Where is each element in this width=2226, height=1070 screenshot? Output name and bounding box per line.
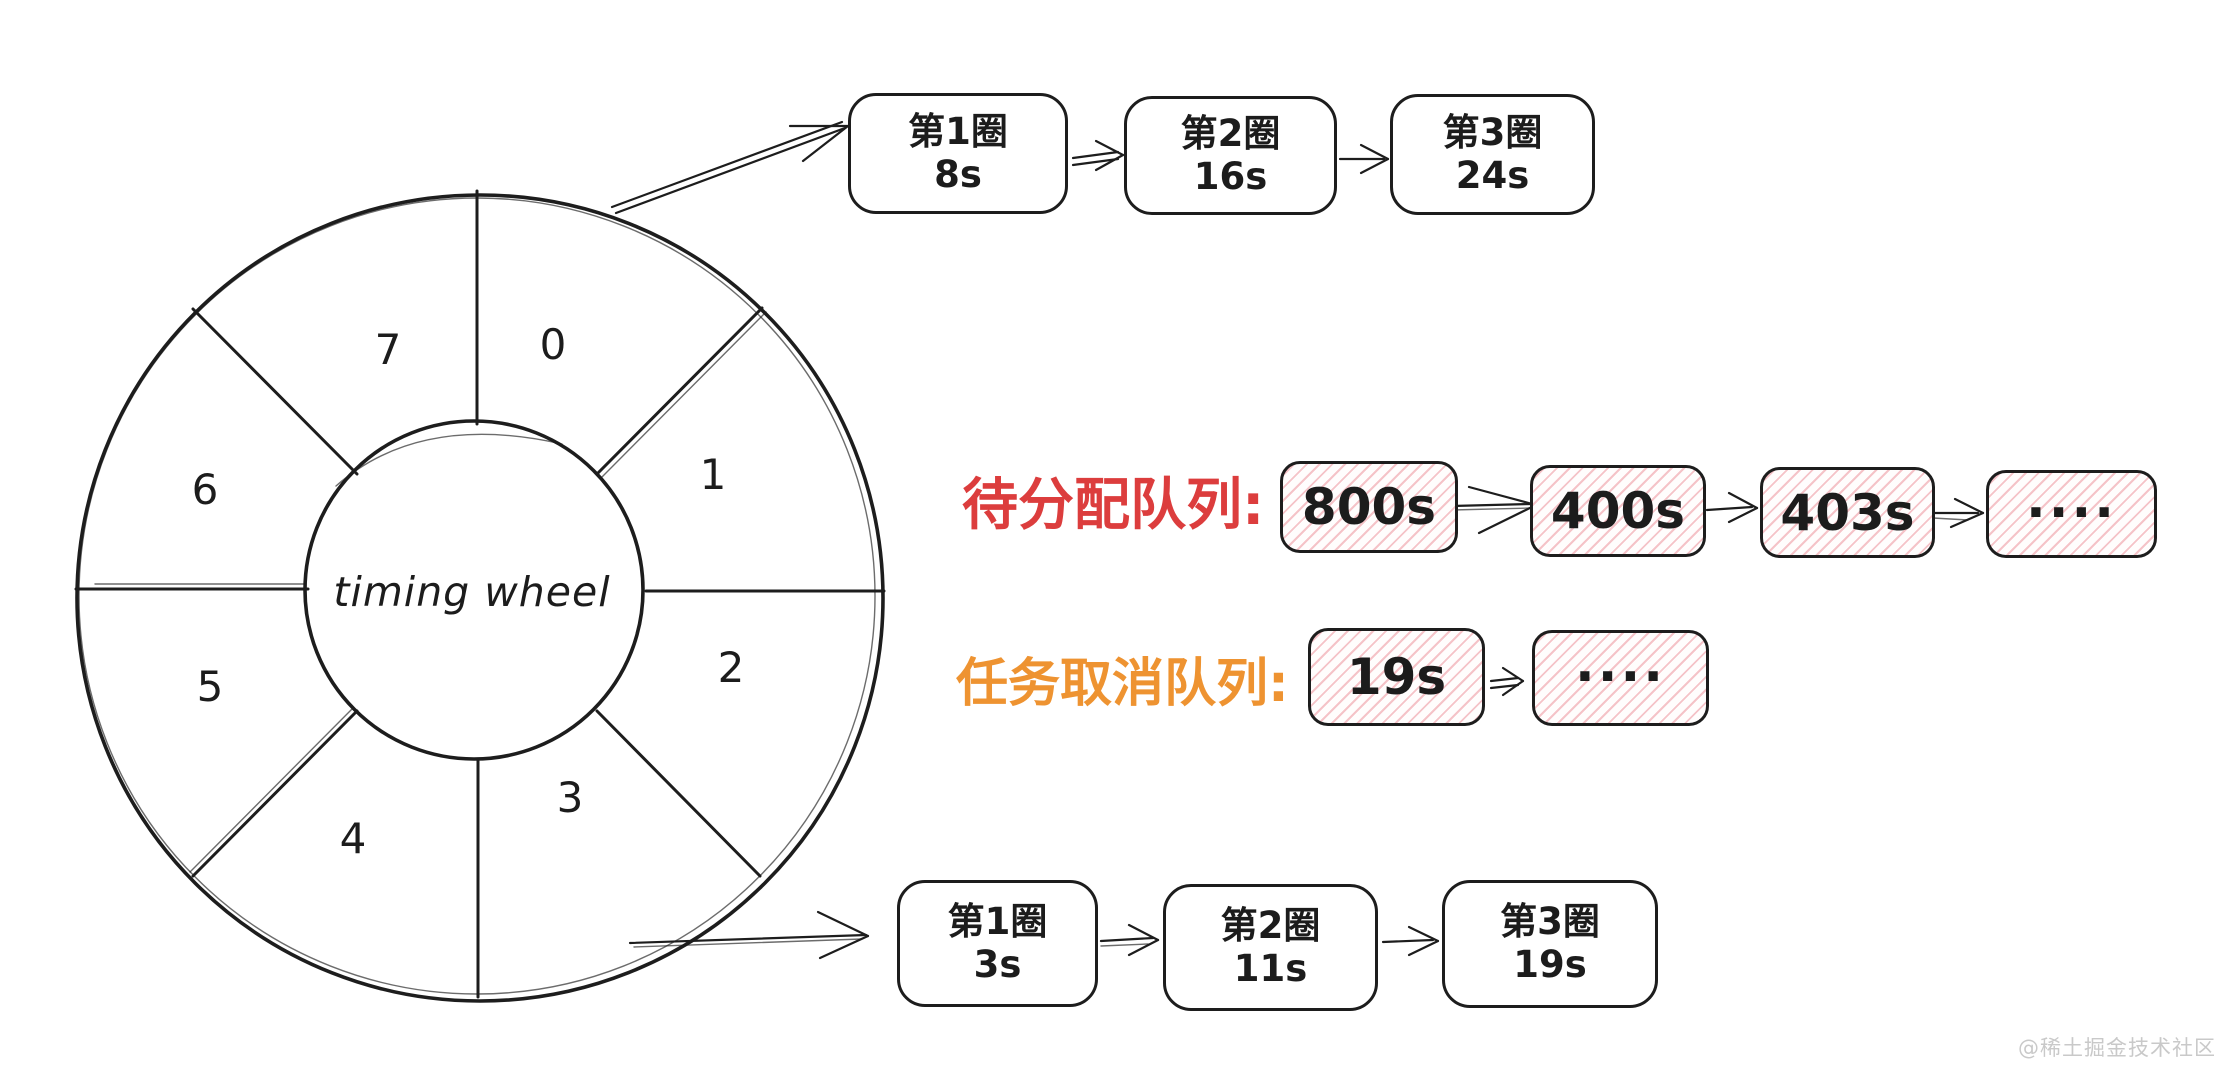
node-time: 24s xyxy=(1455,153,1530,197)
node-time: 8s xyxy=(934,152,982,196)
bottom-chain-node-1: 第1圈 3s xyxy=(897,880,1098,1007)
node-time: 3s xyxy=(973,942,1022,986)
arrow-pending-3 xyxy=(1931,497,1985,529)
wheel-slot-0: 0 xyxy=(539,320,567,369)
arrow-bottom-chain-2 xyxy=(1381,925,1440,957)
wheel-slot-1: 1 xyxy=(699,450,727,499)
arrow-top-chain-2 xyxy=(1338,143,1390,175)
arrow-pending-1 xyxy=(1450,485,1538,535)
wheel-center-label: timing wheel xyxy=(333,568,611,616)
node-title: 第3圈 xyxy=(1500,900,1600,944)
wheel-slot-4: 4 xyxy=(339,814,367,863)
arrow-bottom-chain-1 xyxy=(1099,923,1160,957)
cancel-queue-node-more: .... xyxy=(1532,630,1709,726)
node-title: 第1圈 xyxy=(908,109,1008,153)
node-time: 16s xyxy=(1193,154,1268,198)
wheel-slot-3: 3 xyxy=(556,773,584,822)
node-title: 第1圈 xyxy=(947,899,1048,943)
pending-queue-label: 待分配队列: xyxy=(962,473,1265,538)
pending-queue-node-more: .... xyxy=(1986,470,2157,558)
cancel-queue-node-1: 19s xyxy=(1308,628,1485,726)
top-chain-node-1: 第1圈 8s xyxy=(848,93,1068,214)
node-title: 第2圈 xyxy=(1180,111,1281,155)
arrow-wheel-to-top-chain xyxy=(610,120,850,215)
bottom-chain-node-2: 第2圈 11s xyxy=(1163,884,1378,1011)
node-title: 第3圈 xyxy=(1442,110,1543,154)
bottom-chain-node-3: 第3圈 19s xyxy=(1442,880,1658,1008)
pending-queue-node-2: 400s xyxy=(1530,465,1706,557)
wheel-slot-6: 6 xyxy=(191,465,219,514)
ellipsis-text: .... xyxy=(2025,470,2117,530)
node-title: 第2圈 xyxy=(1220,903,1321,947)
top-chain-node-3: 第3圈 24s xyxy=(1390,94,1595,215)
arrow-wheel-to-bottom-chain xyxy=(628,910,870,960)
ellipsis-text: .... xyxy=(1574,634,1666,694)
pending-queue-node-1: 800s xyxy=(1280,461,1458,553)
timing-wheel-shape xyxy=(74,189,886,1003)
top-chain-node-2: 第2圈 16s xyxy=(1124,96,1337,215)
cancel-queue-label: 任务取消队列: xyxy=(956,654,1289,714)
pending-queue-node-3: 403s xyxy=(1760,467,1935,558)
arrow-pending-2 xyxy=(1705,491,1759,524)
wheel-slot-5: 5 xyxy=(196,662,224,711)
wheel-slot-2: 2 xyxy=(717,643,745,692)
node-time: 19s xyxy=(1513,943,1587,986)
wheel-slot-7: 7 xyxy=(374,325,402,374)
arrow-cancel-1 xyxy=(1489,666,1525,697)
node-time: 11s xyxy=(1233,946,1308,990)
arrow-top-chain-1 xyxy=(1071,139,1125,172)
watermark: @稀土掘金技术社区 xyxy=(2018,1036,2216,1060)
